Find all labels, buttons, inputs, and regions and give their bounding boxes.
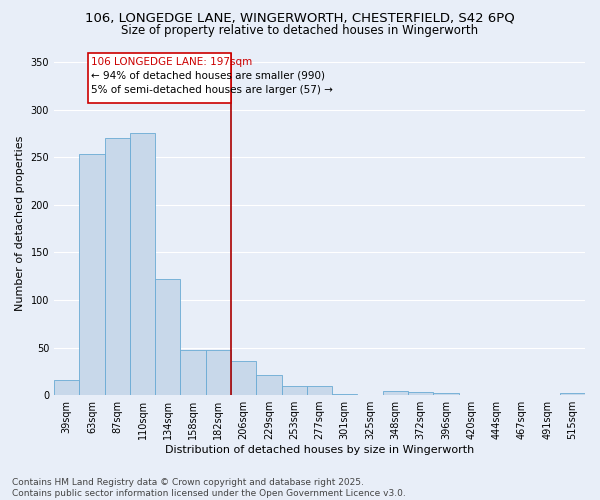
Bar: [104, 138, 130, 395]
Text: 5% of semi-detached houses are larger (57) →: 5% of semi-detached houses are larger (5…: [91, 85, 333, 95]
Bar: [130, 134, 155, 395]
Bar: [281, 386, 307, 395]
Y-axis label: Number of detached properties: Number of detached properties: [15, 136, 25, 312]
Bar: [332, 394, 358, 395]
Text: 106, LONGEDGE LANE, WINGERWORTH, CHESTERFIELD, S42 6PQ: 106, LONGEDGE LANE, WINGERWORTH, CHESTER…: [85, 12, 515, 24]
Text: Size of property relative to detached houses in Wingerworth: Size of property relative to detached ho…: [121, 24, 479, 37]
Bar: [256, 375, 281, 395]
Bar: [79, 154, 104, 395]
Text: 106 LONGEDGE LANE: 197sqm: 106 LONGEDGE LANE: 197sqm: [91, 58, 253, 68]
Bar: [206, 350, 231, 395]
Bar: [307, 386, 332, 395]
FancyBboxPatch shape: [88, 54, 231, 103]
Text: ← 94% of detached houses are smaller (990): ← 94% of detached houses are smaller (99…: [91, 70, 325, 81]
Bar: [181, 350, 206, 395]
Bar: [560, 393, 585, 395]
Bar: [383, 392, 408, 395]
X-axis label: Distribution of detached houses by size in Wingerworth: Distribution of detached houses by size …: [165, 445, 474, 455]
Bar: [231, 361, 256, 395]
Bar: [433, 393, 458, 395]
Bar: [408, 392, 433, 395]
Bar: [54, 380, 79, 395]
Text: Contains HM Land Registry data © Crown copyright and database right 2025.
Contai: Contains HM Land Registry data © Crown c…: [12, 478, 406, 498]
Bar: [155, 279, 181, 395]
